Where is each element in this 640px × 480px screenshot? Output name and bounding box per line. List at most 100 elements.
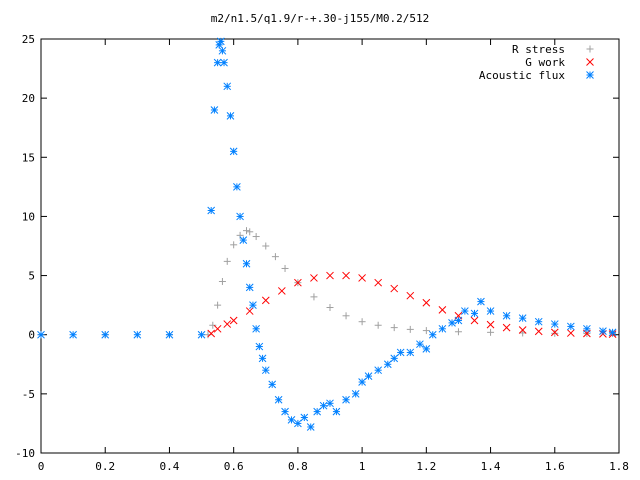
chart-title: m2/n1.5/q1.9/r-+.30-j155/M0.2/512 bbox=[211, 12, 430, 25]
point-acoustic-flux bbox=[534, 317, 543, 326]
point-g-work bbox=[326, 271, 334, 280]
point-acoustic-flux bbox=[461, 307, 469, 315]
x-tick-label: 0.4 bbox=[160, 460, 180, 473]
point-g-work bbox=[342, 271, 350, 280]
y-tick-label: 15 bbox=[22, 151, 35, 164]
point-r-stress bbox=[342, 312, 350, 320]
point-r-stress bbox=[454, 328, 462, 336]
point-acoustic-flux bbox=[583, 324, 591, 333]
point-r-stress bbox=[487, 328, 495, 336]
point-g-work bbox=[550, 328, 559, 337]
x-tick-label: 1.6 bbox=[545, 460, 565, 473]
point-acoustic-flux bbox=[608, 328, 617, 337]
point-acoustic-flux bbox=[239, 236, 248, 244]
point-r-stress bbox=[281, 264, 289, 272]
point-acoustic-flux bbox=[300, 413, 309, 422]
point-acoustic-flux bbox=[255, 342, 264, 351]
point-acoustic-flux bbox=[249, 301, 257, 309]
point-acoustic-flux bbox=[502, 311, 511, 320]
point-acoustic-flux bbox=[133, 330, 142, 339]
point-acoustic-flux bbox=[165, 330, 174, 339]
point-acoustic-flux bbox=[236, 212, 244, 221]
point-g-work bbox=[390, 284, 399, 293]
point-acoustic-flux bbox=[550, 320, 559, 328]
x-tick-label: 1.2 bbox=[416, 460, 436, 473]
point-acoustic-flux bbox=[223, 82, 232, 91]
point-r-stress bbox=[406, 325, 414, 333]
point-r-stress bbox=[390, 324, 398, 332]
point-acoustic-flux bbox=[454, 316, 463, 325]
point-r-stress bbox=[358, 318, 366, 326]
series-g-work bbox=[207, 271, 617, 338]
point-r-stress bbox=[374, 321, 382, 329]
point-acoustic-flux bbox=[220, 58, 228, 67]
x-tick-label: 0.2 bbox=[95, 460, 115, 473]
x-tick-label: 0.6 bbox=[224, 460, 244, 473]
point-acoustic-flux bbox=[268, 380, 277, 389]
y-tick-label: 0 bbox=[28, 329, 35, 342]
point-g-work bbox=[406, 291, 415, 300]
series-r-stress bbox=[37, 227, 617, 339]
point-acoustic-flux bbox=[306, 423, 315, 431]
legend-marker bbox=[586, 58, 594, 66]
point-g-work bbox=[358, 274, 366, 282]
point-acoustic-flux bbox=[358, 378, 366, 386]
point-acoustic-flux bbox=[332, 407, 341, 416]
x-tick-label: 0 bbox=[38, 460, 45, 473]
y-tick-label: 10 bbox=[22, 210, 35, 223]
point-acoustic-flux bbox=[294, 419, 302, 428]
legend-label: R stress bbox=[512, 43, 565, 56]
point-g-work bbox=[223, 320, 232, 328]
point-acoustic-flux bbox=[213, 58, 222, 67]
point-g-work bbox=[486, 320, 495, 329]
point-g-work bbox=[245, 307, 254, 315]
y-tick-label: -10 bbox=[15, 447, 35, 460]
point-g-work bbox=[470, 316, 479, 325]
point-acoustic-flux bbox=[374, 366, 383, 375]
point-acoustic-flux bbox=[210, 106, 219, 114]
point-acoustic-flux bbox=[197, 330, 206, 339]
point-acoustic-flux bbox=[37, 330, 45, 339]
legend-marker bbox=[586, 71, 594, 79]
point-acoustic-flux bbox=[477, 297, 485, 306]
point-acoustic-flux bbox=[383, 360, 392, 369]
axes: 0 0.2 0.4 0.6 0.8 1 1.2 1.4 1.6 1.8 -10 -5 0 5 10 15 20 2… bbox=[15, 33, 629, 473]
point-r-stress bbox=[252, 233, 260, 241]
point-acoustic-flux bbox=[406, 348, 415, 357]
point-g-work bbox=[438, 306, 447, 314]
point-acoustic-flux bbox=[245, 283, 254, 292]
point-acoustic-flux bbox=[258, 354, 267, 363]
point-acoustic-flux bbox=[438, 324, 447, 333]
point-r-stress bbox=[271, 253, 279, 261]
point-acoustic-flux bbox=[233, 183, 241, 191]
point-acoustic-flux bbox=[486, 307, 495, 315]
point-acoustic-flux bbox=[364, 372, 373, 380]
point-r-stress bbox=[246, 228, 254, 236]
point-acoustic-flux bbox=[326, 399, 334, 408]
point-g-work bbox=[310, 274, 318, 282]
point-acoustic-flux bbox=[566, 322, 575, 331]
point-g-work bbox=[213, 324, 222, 333]
point-acoustic-flux bbox=[416, 340, 424, 349]
point-acoustic-flux bbox=[281, 407, 289, 416]
point-acoustic-flux bbox=[470, 309, 479, 318]
point-g-work bbox=[294, 278, 302, 287]
point-acoustic-flux bbox=[261, 366, 270, 375]
point-r-stress bbox=[223, 257, 231, 265]
point-acoustic-flux bbox=[351, 390, 360, 398]
point-acoustic-flux bbox=[274, 395, 283, 404]
point-g-work bbox=[277, 287, 286, 295]
point-acoustic-flux bbox=[242, 259, 251, 268]
point-g-work bbox=[502, 323, 511, 332]
x-tick-label: 0.8 bbox=[288, 460, 308, 473]
point-r-stress bbox=[243, 227, 251, 235]
point-acoustic-flux bbox=[390, 354, 399, 363]
point-acoustic-flux bbox=[599, 327, 607, 336]
point-g-work bbox=[207, 329, 216, 338]
point-acoustic-flux bbox=[207, 206, 216, 215]
y-tick-label: -5 bbox=[22, 388, 35, 401]
point-acoustic-flux bbox=[422, 345, 431, 353]
point-acoustic-flux bbox=[319, 401, 328, 410]
